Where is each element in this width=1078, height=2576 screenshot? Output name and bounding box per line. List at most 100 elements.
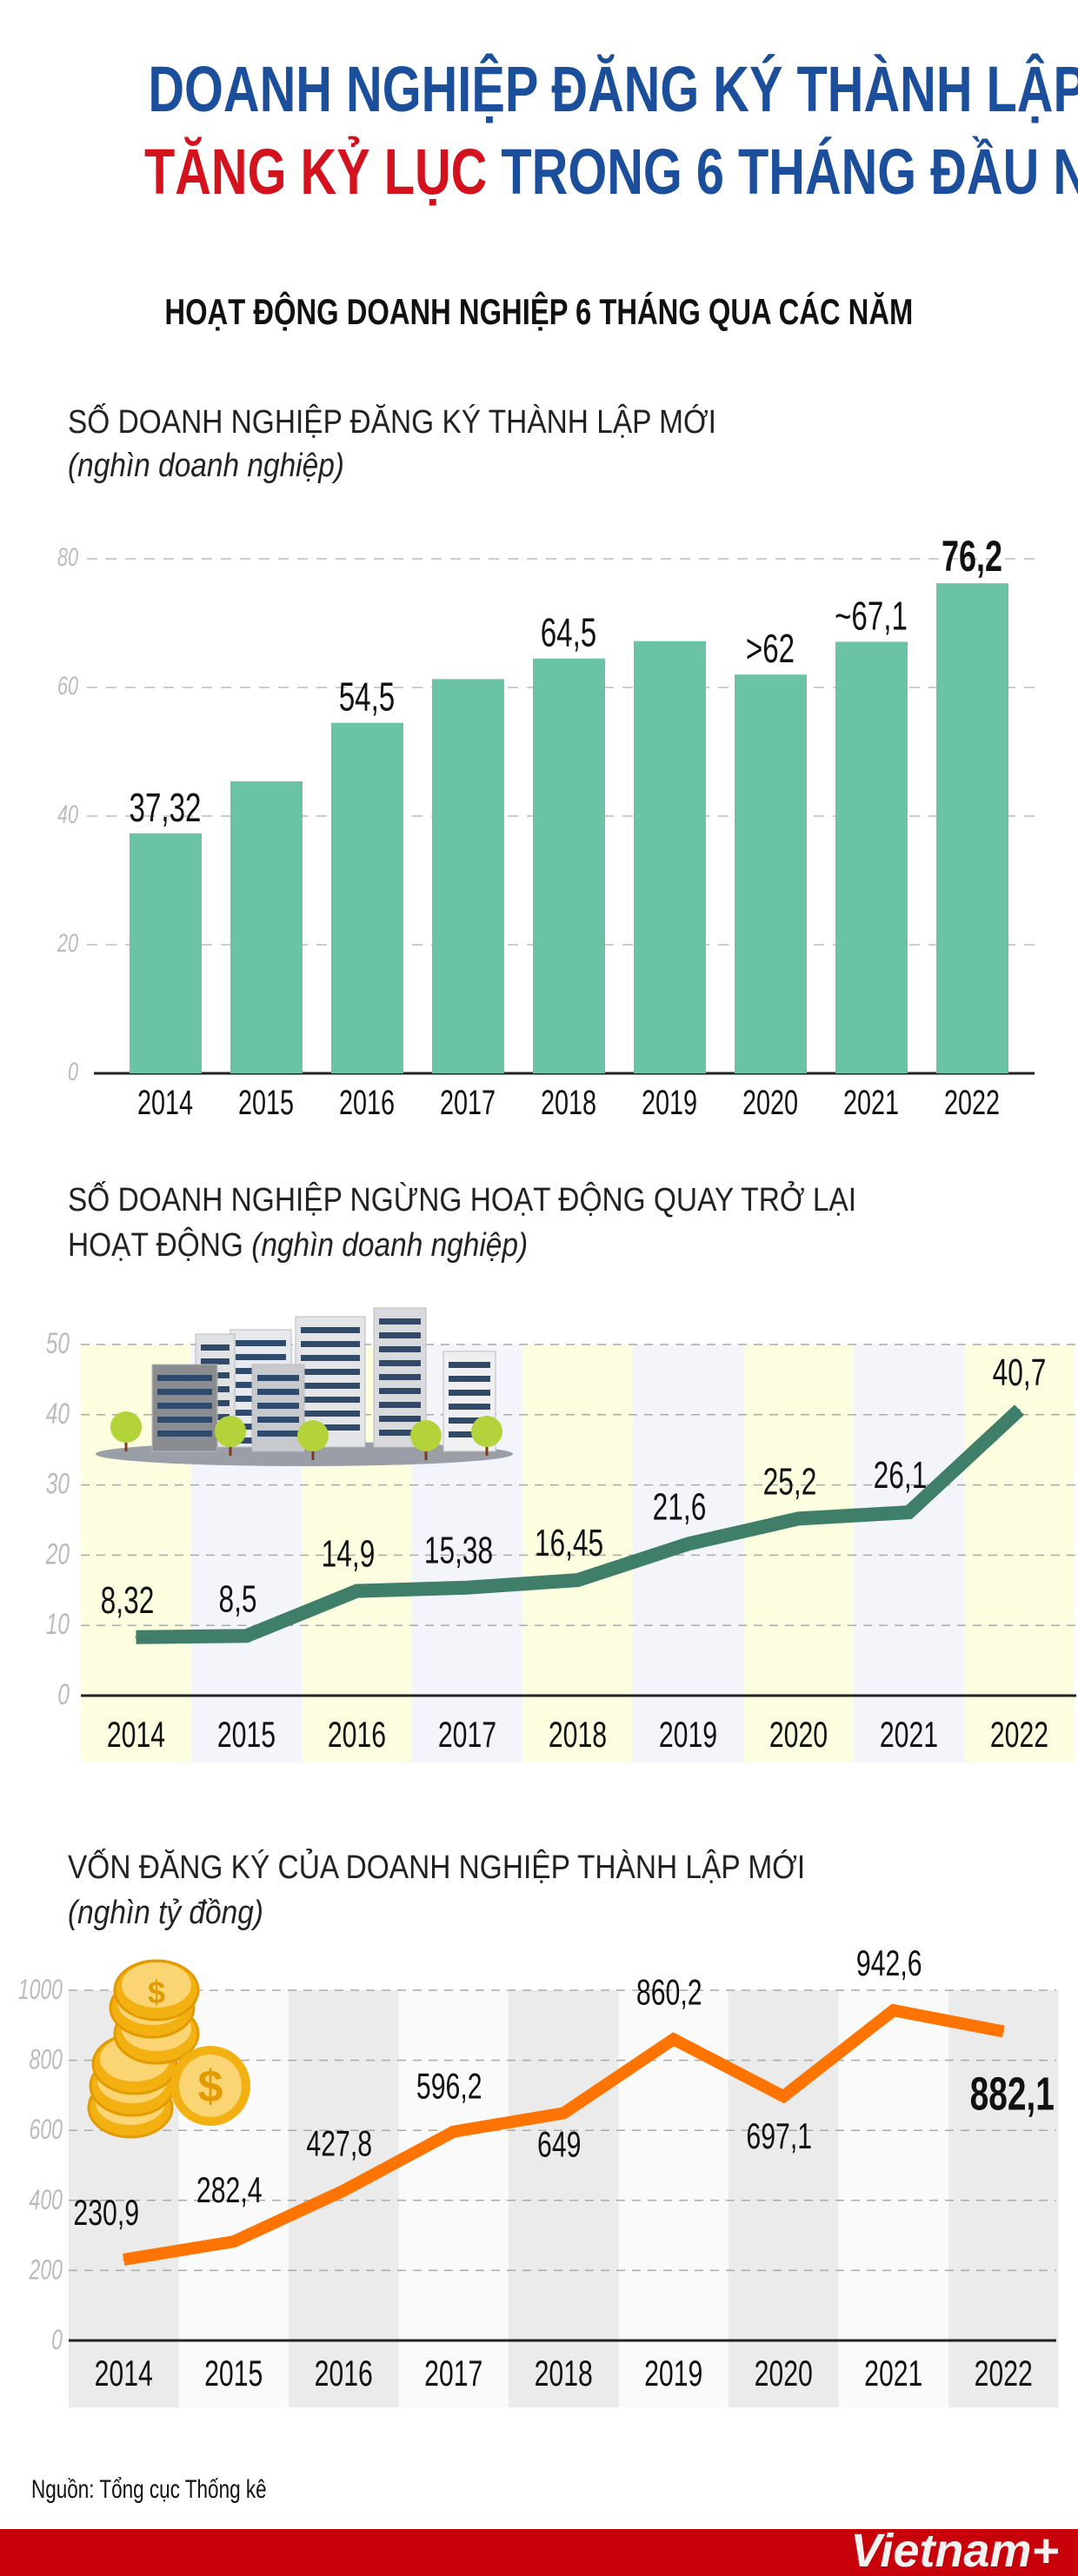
buildings-icon [96, 1307, 513, 1466]
data-label: 15,38 [424, 1530, 493, 1572]
bar [331, 722, 403, 1073]
x-tick-label: 2018 [541, 1083, 596, 1122]
window-row [301, 1397, 360, 1403]
main-title-line1: DOANH NGHIỆP ĐĂNG KÝ THÀNH LẬP MỚI [148, 53, 1078, 125]
window-row [257, 1375, 299, 1381]
subtitle: HOẠT ĐỘNG DOANH NGHIỆP 6 THÁNG QUA CÁC N… [164, 291, 914, 332]
data-label: >62 [746, 627, 795, 671]
y-tick-label: 20 [45, 1538, 70, 1571]
bar [533, 658, 605, 1073]
window-row [201, 1344, 230, 1351]
data-label: 8,5 [218, 1577, 256, 1620]
x-tick-label: 2022 [975, 2353, 1033, 2393]
y-tick-label: 0 [57, 1678, 70, 1711]
coin-face [179, 2055, 242, 2117]
data-label: 882,1 [970, 2067, 1055, 2120]
data-label: ~67,1 [835, 594, 908, 638]
y-tick-label: 200 [29, 2254, 63, 2286]
window-row [449, 1404, 490, 1410]
column-band [398, 1990, 509, 2407]
window-row [157, 1431, 212, 1437]
window-row [449, 1431, 490, 1437]
data-point [232, 2241, 235, 2243]
y-tick-label: 0 [68, 1056, 78, 1086]
x-tick-label: 2014 [95, 2353, 153, 2393]
window-row [379, 1360, 421, 1366]
data-point [797, 1517, 800, 1520]
column-band [729, 1990, 839, 2407]
window-row [379, 1416, 421, 1422]
x-tick-label: 2018 [549, 1714, 607, 1755]
bar [130, 833, 202, 1073]
data-point [576, 1579, 579, 1582]
window-row [449, 1390, 490, 1396]
tree [215, 1416, 246, 1447]
x-tick-label: 2019 [644, 2353, 702, 2393]
data-label: 596,2 [416, 2066, 482, 2107]
vietnamplus-logo: Vietnam+ [850, 2525, 1059, 2576]
window-row [449, 1417, 490, 1424]
bar [936, 583, 1008, 1073]
footer-bar [0, 2529, 1078, 2576]
x-tick-label: 2016 [315, 2353, 373, 2393]
dollar-sign: $ [148, 1975, 165, 2010]
data-label: 25,2 [763, 1460, 817, 1503]
data-point [782, 2095, 785, 2098]
x-tick-label: 2022 [944, 1083, 1000, 1122]
y-tick-label: 600 [30, 2115, 63, 2146]
x-tick-label: 2017 [438, 1714, 496, 1755]
window-row [379, 1332, 421, 1338]
data-point [245, 1635, 248, 1637]
data-label: 282,4 [196, 2169, 263, 2210]
x-tick-label: 2022 [990, 1714, 1048, 1755]
window-row [301, 1369, 360, 1375]
x-tick-label: 2020 [742, 1083, 798, 1122]
data-label: 40,7 [993, 1351, 1047, 1394]
data-point [892, 2009, 895, 2012]
data-point [672, 2038, 675, 2041]
data-label: 21,6 [653, 1485, 707, 1528]
x-tick-label: 2020 [755, 2353, 813, 2393]
bar [230, 781, 303, 1073]
window-row [257, 1403, 299, 1409]
window-row [379, 1346, 421, 1352]
y-tick-label: 60 [57, 670, 78, 700]
x-tick-label: 2015 [204, 2353, 263, 2393]
title-highlight: TĂNG KỶ LỤC [143, 136, 488, 208]
x-tick-label: 2019 [659, 1714, 717, 1755]
data-label: 860,2 [636, 1971, 702, 2012]
dollar-sign: $ [198, 2061, 223, 2112]
y-tick-label: 0 [51, 2324, 63, 2355]
chart3-line: 02004006008001000$$230,92014282,42015427… [18, 1942, 1059, 2407]
data-label: 649 [537, 2124, 581, 2165]
window-row [157, 1375, 212, 1381]
data-label: 8,32 [101, 1579, 155, 1622]
column-band [289, 1990, 399, 2407]
x-tick-label: 2016 [339, 1083, 395, 1122]
tree [110, 1411, 142, 1443]
data-label: 697,1 [746, 2115, 812, 2156]
window-row [301, 1383, 360, 1389]
y-tick-label: 10 [46, 1608, 70, 1641]
y-tick-label: 40 [57, 799, 78, 828]
window-row [157, 1389, 212, 1395]
x-tick-label: 2019 [642, 1083, 697, 1122]
window-row [301, 1424, 360, 1431]
data-point [135, 1636, 137, 1638]
x-tick-label: 2021 [843, 1083, 899, 1122]
column-band [838, 1990, 948, 2407]
tree [297, 1420, 329, 1451]
window-row [301, 1327, 360, 1333]
x-tick-label: 2020 [769, 1714, 828, 1755]
data-label: 942,6 [856, 1942, 922, 1983]
data-label: 26,1 [874, 1454, 928, 1497]
window-row [301, 1341, 360, 1347]
window-row [257, 1389, 299, 1395]
y-tick-label: 1000 [18, 1974, 63, 2005]
window-row [301, 1355, 360, 1361]
data-label: 14,9 [322, 1533, 376, 1576]
x-tick-label: 2021 [880, 1714, 938, 1755]
window-row [201, 1358, 230, 1364]
bar [735, 674, 807, 1073]
window-row [257, 1431, 299, 1437]
